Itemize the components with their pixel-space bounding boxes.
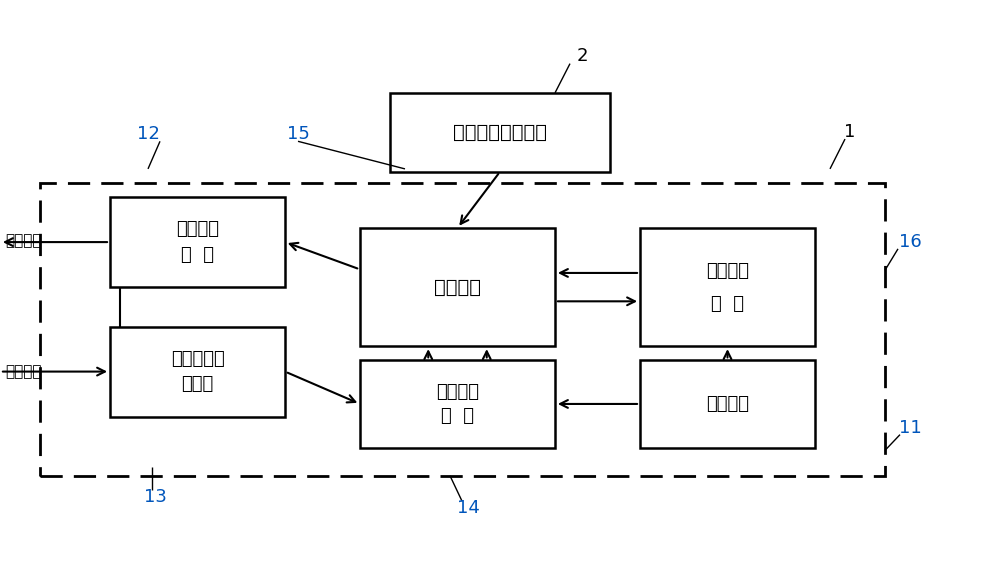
Text: 11: 11 [899, 419, 921, 437]
Text: 模  块: 模 块 [441, 407, 474, 425]
Text: 后台算法处理中心: 后台算法处理中心 [453, 123, 547, 142]
Bar [110, 197, 285, 287]
Text: 15: 15 [287, 125, 309, 143]
Text: 1: 1 [844, 123, 856, 141]
Bar [40, 183, 885, 476]
Bar [640, 360, 815, 448]
Bar [360, 228, 555, 346]
Text: 13: 13 [144, 488, 166, 506]
Bar [360, 360, 555, 448]
Text: 模  块: 模 块 [711, 294, 744, 312]
Bar [640, 228, 815, 346]
Text: 主控芯片: 主控芯片 [434, 278, 481, 297]
Text: 电源模块: 电源模块 [706, 395, 749, 413]
Text: 16: 16 [899, 233, 921, 251]
Text: 14: 14 [457, 499, 479, 517]
Text: 人机交互: 人机交互 [706, 262, 749, 280]
Text: 数据采集: 数据采集 [436, 383, 479, 401]
Text: 2: 2 [576, 47, 588, 65]
Text: 理模块: 理模块 [181, 375, 214, 393]
Text: 12: 12 [137, 125, 159, 143]
Text: 电压钳口: 电压钳口 [5, 234, 42, 248]
Text: 模  块: 模 块 [181, 245, 214, 263]
Bar [110, 327, 285, 417]
Text: 微弱信号调: 微弱信号调 [171, 350, 224, 368]
Text: 变频电源: 变频电源 [176, 221, 219, 239]
Text: 电流钳口: 电流钳口 [5, 364, 42, 379]
Bar [390, 93, 610, 172]
